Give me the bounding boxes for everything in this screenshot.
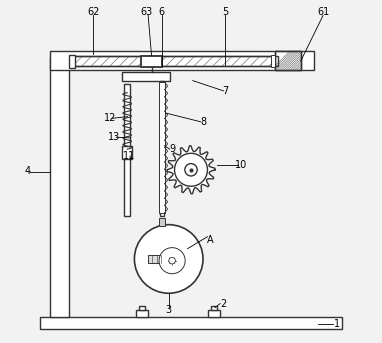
Text: 2: 2: [220, 298, 227, 309]
Text: 6: 6: [159, 7, 165, 17]
Text: 61: 61: [317, 7, 329, 17]
Bar: [122, 146, 132, 159]
Text: A: A: [207, 235, 213, 245]
Polygon shape: [167, 146, 215, 194]
Bar: [50, 57, 69, 317]
Text: 12: 12: [104, 113, 117, 123]
Bar: [136, 310, 148, 317]
Bar: [73, 56, 278, 66]
Text: 5: 5: [222, 7, 228, 17]
Circle shape: [134, 225, 203, 293]
Text: 1: 1: [334, 319, 340, 329]
Circle shape: [185, 164, 197, 176]
Bar: [69, 55, 75, 68]
Bar: [124, 84, 130, 216]
Bar: [122, 72, 170, 81]
Text: 8: 8: [200, 117, 206, 127]
Text: 13: 13: [108, 132, 120, 142]
Circle shape: [175, 153, 207, 186]
Bar: [160, 81, 164, 216]
Text: 4: 4: [25, 166, 31, 177]
Text: 62: 62: [87, 7, 99, 17]
Bar: [275, 51, 301, 70]
Text: 3: 3: [166, 305, 172, 316]
Bar: [211, 306, 217, 310]
Bar: [159, 218, 165, 226]
Text: 9: 9: [169, 144, 175, 154]
Bar: [271, 55, 275, 67]
Bar: [159, 82, 165, 213]
Bar: [40, 317, 342, 329]
Circle shape: [169, 257, 175, 264]
Bar: [50, 51, 314, 70]
Circle shape: [159, 248, 185, 274]
Bar: [148, 255, 165, 263]
Text: 63: 63: [140, 7, 152, 17]
Bar: [275, 51, 301, 70]
Text: 7: 7: [222, 86, 228, 96]
Bar: [73, 56, 278, 66]
Bar: [139, 306, 146, 310]
Bar: [208, 310, 220, 317]
Text: 11: 11: [123, 151, 135, 161]
Text: 10: 10: [235, 159, 247, 170]
Bar: [141, 56, 162, 67]
